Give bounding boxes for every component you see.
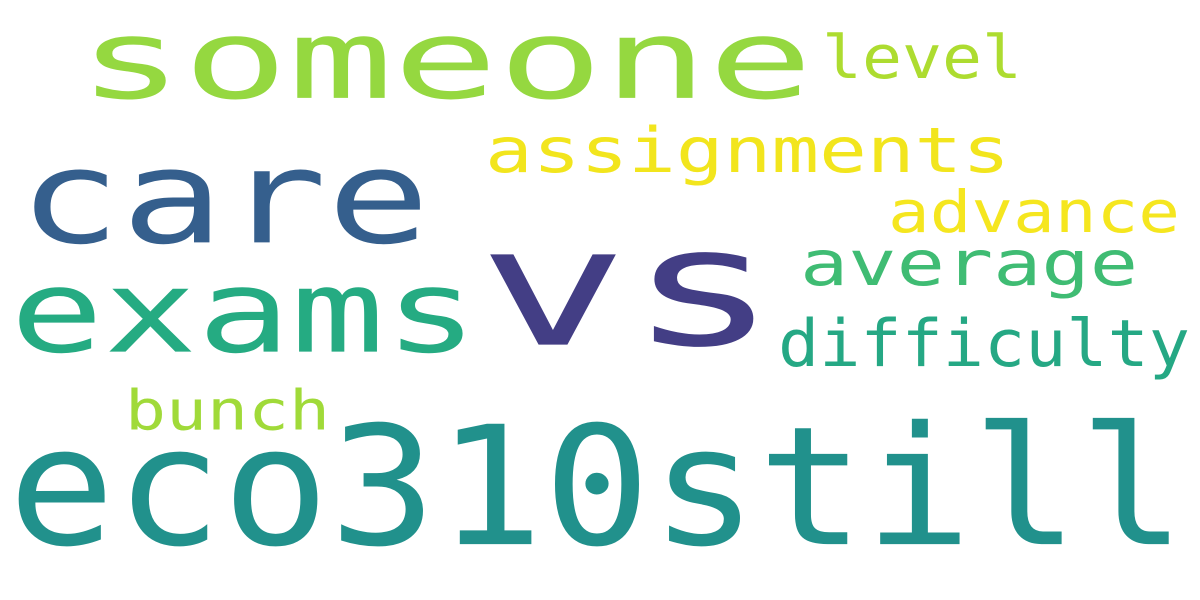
word-care: care: [18, 122, 430, 274]
word-assignments: assignments: [485, 114, 1010, 187]
word-eco310still: eco310still: [8, 390, 1186, 584]
word-vs: vs: [478, 191, 778, 384]
word-level: level: [822, 22, 1022, 92]
word-someone: someone: [78, 0, 813, 124]
word-advance: advance: [888, 178, 1180, 246]
word-difficulty: difficulty: [778, 306, 1190, 382]
word-exams: exams: [10, 245, 478, 380]
word-average: average: [800, 227, 1138, 301]
word-bunch: bunch: [125, 378, 330, 443]
